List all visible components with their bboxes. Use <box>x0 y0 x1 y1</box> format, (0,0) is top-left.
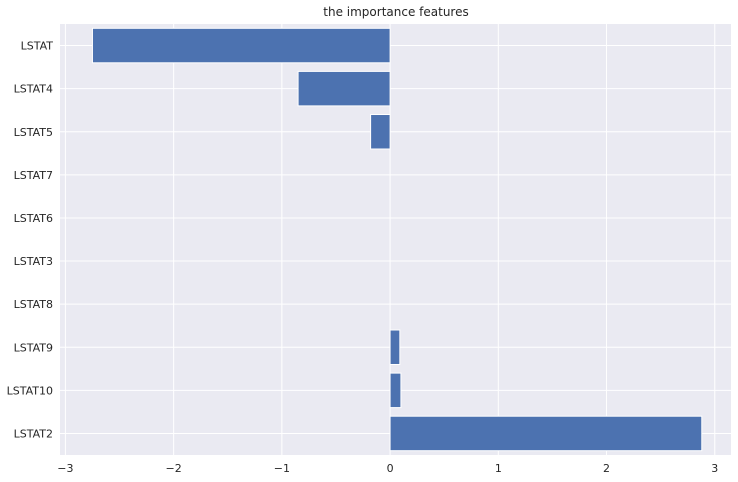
bar-lstat2 <box>389 415 703 452</box>
y-tick-label: LSTAT5 <box>14 126 53 139</box>
chart-title: the importance features <box>323 5 468 19</box>
y-tick-label: LSTAT4 <box>14 83 53 96</box>
x-tick-label: −3 <box>57 462 73 475</box>
bar-lstat5 <box>370 114 391 150</box>
bar-lstat4 <box>297 70 391 107</box>
bar-lstat9 <box>389 329 401 365</box>
y-tick-label: LSTAT8 <box>14 298 53 311</box>
y-tick-label: LSTAT <box>21 40 54 53</box>
x-tick-labels: −3 −2 −1 0 1 2 3 <box>57 462 718 475</box>
x-tick-label: 2 <box>603 462 610 475</box>
bar-lstat <box>91 27 391 64</box>
x-tick-label: 0 <box>387 462 394 475</box>
y-tick-labels: LSTAT LSTAT4 LSTAT5 LSTAT7 LSTAT6 LSTAT3 LSTAT… <box>7 40 54 441</box>
x-tick-label: 1 <box>495 462 502 475</box>
y-tick-label: LSTAT6 <box>14 212 53 225</box>
x-tick-label: 3 <box>711 462 718 475</box>
bar-lstat10 <box>389 372 402 409</box>
y-tick-label: LSTAT7 <box>14 169 53 182</box>
bars <box>91 27 703 452</box>
x-tick-label: −2 <box>166 462 182 475</box>
y-tick-label: LSTAT9 <box>14 341 53 354</box>
x-tick-label: −1 <box>274 462 290 475</box>
y-tick-label: LSTAT10 <box>7 384 53 397</box>
y-tick-label: LSTAT2 <box>14 427 53 440</box>
y-tick-label: LSTAT3 <box>14 255 53 268</box>
